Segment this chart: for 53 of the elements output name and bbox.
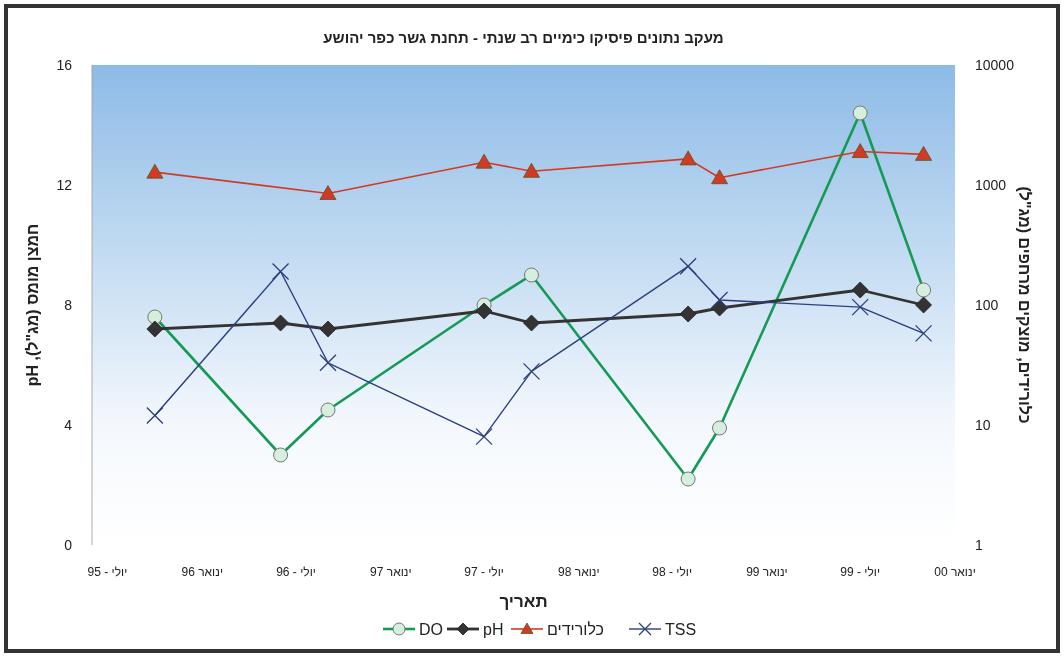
- y-tick-label: 4: [64, 417, 73, 433]
- point: [319, 354, 337, 372]
- y-axis-title: חמצן מומס (מג"ל), pH: [24, 223, 41, 387]
- point: [851, 281, 869, 299]
- legend-label: DO: [419, 621, 443, 638]
- point: [915, 145, 932, 161]
- x-tick-label: יולי - 96: [276, 565, 316, 579]
- x-tick-label: יולי - 97: [464, 565, 504, 579]
- legend-label: כלורידים: [547, 621, 604, 638]
- point: [319, 320, 337, 338]
- point: [679, 305, 697, 323]
- point: [851, 143, 869, 158]
- x-tick-label: יולי - 95: [87, 565, 128, 579]
- x-tick-label: ינואר 96: [181, 565, 224, 579]
- point: [914, 324, 933, 343]
- x-axis-title: תאריך: [499, 592, 548, 611]
- point: [146, 406, 164, 425]
- point: [523, 314, 540, 332]
- point: [851, 298, 869, 316]
- x-tick-label: יולי - 98: [652, 565, 693, 579]
- point: [271, 262, 290, 281]
- point: [319, 185, 337, 200]
- point: [522, 362, 541, 380]
- point: [523, 162, 540, 178]
- point: [475, 153, 493, 169]
- y2-tick-label: 10: [975, 417, 991, 433]
- point: [146, 320, 164, 338]
- point: [710, 291, 729, 309]
- y-tick-label: 0: [64, 537, 73, 553]
- point: [679, 257, 697, 275]
- x-tick-label: ינואר 99: [746, 565, 788, 579]
- y2-axis-title: כלורידים, מוצקים מרחפים (מג"ל): [1016, 186, 1033, 424]
- y-tick-label: 16: [56, 57, 73, 73]
- y-tick-label: 8: [64, 297, 73, 313]
- legend-label: pH: [483, 621, 504, 638]
- point: [915, 296, 932, 314]
- y-tick-label: 12: [56, 177, 73, 193]
- legend-label: TSS: [665, 621, 697, 638]
- y2-tick-label: 10000: [975, 57, 1015, 73]
- x-tick-label: ינואר 00: [934, 565, 976, 579]
- y2-tick-label: 1: [975, 537, 983, 553]
- x-tick-label: ינואר 98: [558, 565, 600, 579]
- x-tick-label: ינואר 97: [370, 565, 412, 579]
- point: [146, 163, 164, 179]
- point: [711, 169, 728, 185]
- chart-title: מעקב נתונים פיסיקו כימיים רב שנתי - תחנת גשר כפר יהושע: [323, 29, 724, 46]
- point: [679, 150, 697, 166]
- point: [475, 302, 493, 320]
- y2-tick-label: 100: [975, 297, 999, 313]
- point: [475, 427, 493, 446]
- x-tick-label: יולי - 99: [840, 565, 881, 579]
- point: [272, 314, 289, 332]
- y2-tick-label: 1000: [975, 177, 1007, 193]
